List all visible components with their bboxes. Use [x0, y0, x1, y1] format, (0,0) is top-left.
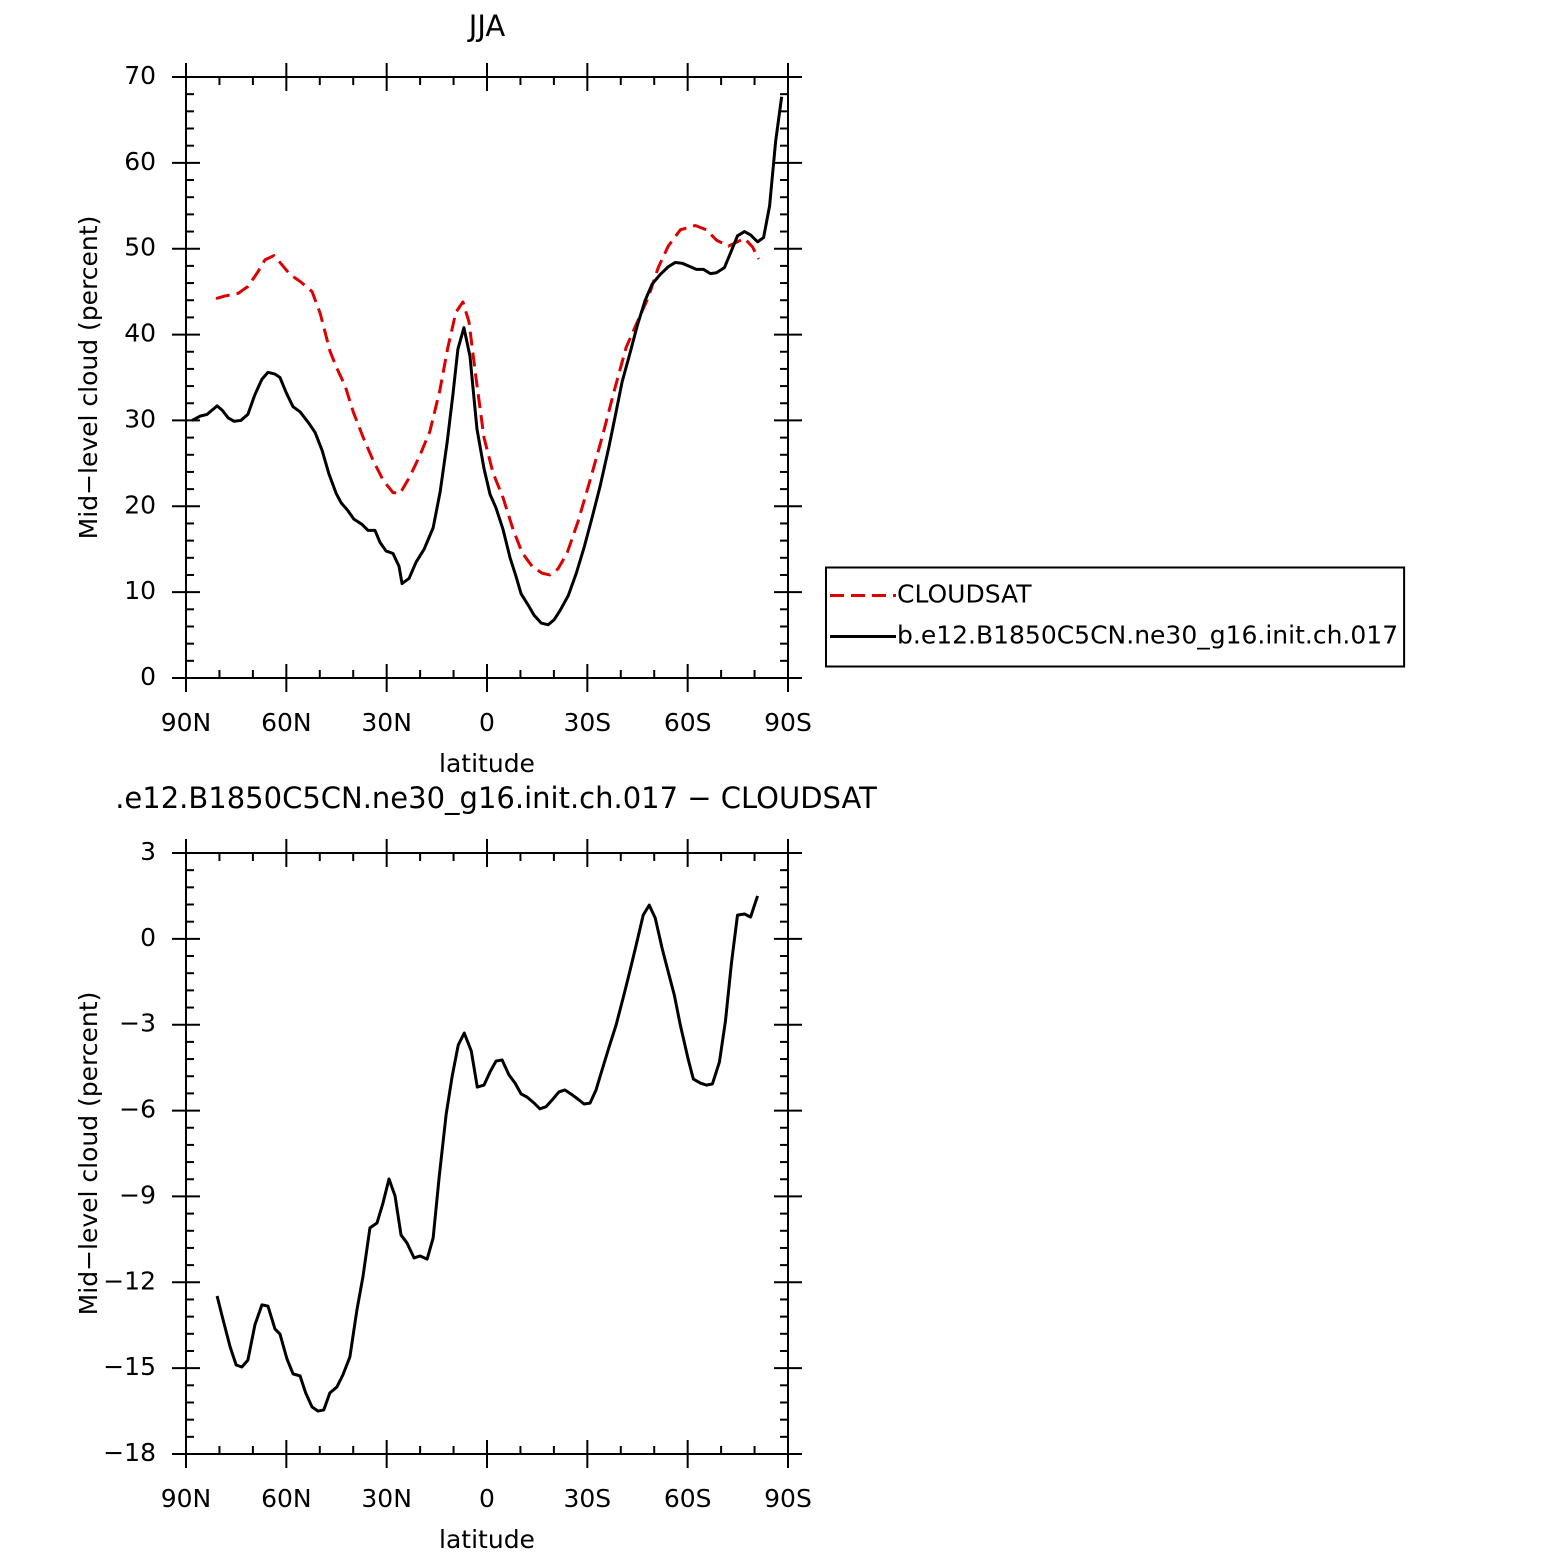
y-tick-label: 0 — [140, 662, 156, 691]
y-tick-label: 0 — [140, 923, 156, 952]
y-tick-label: −15 — [103, 1352, 156, 1381]
y-tick-label: 10 — [124, 576, 156, 605]
x-tick-label: 90S — [764, 708, 812, 737]
y-tick-label: −6 — [119, 1095, 156, 1124]
series-line — [191, 96, 784, 627]
y-tick-label: −3 — [119, 1009, 156, 1038]
y-tick-label: 40 — [124, 319, 156, 348]
plot-frame — [185, 852, 789, 1455]
chart-title: .e12.B1850C5CN.ne30_g16.init.ch.017 − CL… — [115, 781, 877, 815]
x-tick-label: 60N — [261, 1484, 312, 1513]
plot-frame — [185, 76, 789, 679]
x-tick-label: 90S — [764, 1484, 812, 1513]
panel: JJA latitude Mid−level cloud (percent) 0 10 2… — [74, 9, 1406, 778]
series-line — [215, 895, 759, 1413]
x-axis-label: latitude — [439, 749, 535, 778]
x-tick-label: 30S — [563, 708, 611, 737]
y-axis-label: Mid−level cloud (percent) — [74, 992, 103, 1316]
x-axis-label: latitude — [439, 1525, 535, 1554]
x-tick-label: 60N — [261, 708, 312, 737]
x-tick-label: 0 — [479, 1484, 495, 1513]
y-tick-label: −9 — [119, 1180, 156, 1209]
x-tick-label: 0 — [479, 708, 495, 737]
legend-label: CLOUDSAT — [897, 580, 1032, 609]
y-tick-label: −18 — [103, 1438, 156, 1467]
x-tick-label: 60S — [664, 708, 712, 737]
legend-label: b.e12.B1850C5CN.ne30_g16.init.ch.017 — [897, 621, 1398, 650]
x-tick-label: 30S — [563, 1484, 611, 1513]
x-tick-label: 30N — [361, 1484, 412, 1513]
y-tick-label: 30 — [124, 404, 156, 433]
x-tick-label: 90N — [161, 1484, 212, 1513]
y-tick-label: −12 — [103, 1266, 156, 1295]
x-tick-label: 60S — [664, 1484, 712, 1513]
legend-box — [825, 566, 1406, 668]
y-tick-label: 50 — [124, 233, 156, 262]
y-tick-label: 20 — [124, 490, 156, 519]
panel: .e12.B1850C5CN.ne30_g16.init.ch.017 − CL… — [74, 781, 877, 1554]
y-tick-label: 3 — [140, 837, 156, 866]
x-tick-label: 90N — [161, 708, 212, 737]
y-tick-label: 70 — [124, 61, 156, 90]
y-axis-label: Mid−level cloud (percent) — [74, 216, 103, 540]
y-tick-label: 60 — [124, 147, 156, 176]
x-tick-label: 30N — [361, 708, 412, 737]
chart-title: JJA — [467, 9, 506, 43]
series-line — [215, 224, 760, 577]
